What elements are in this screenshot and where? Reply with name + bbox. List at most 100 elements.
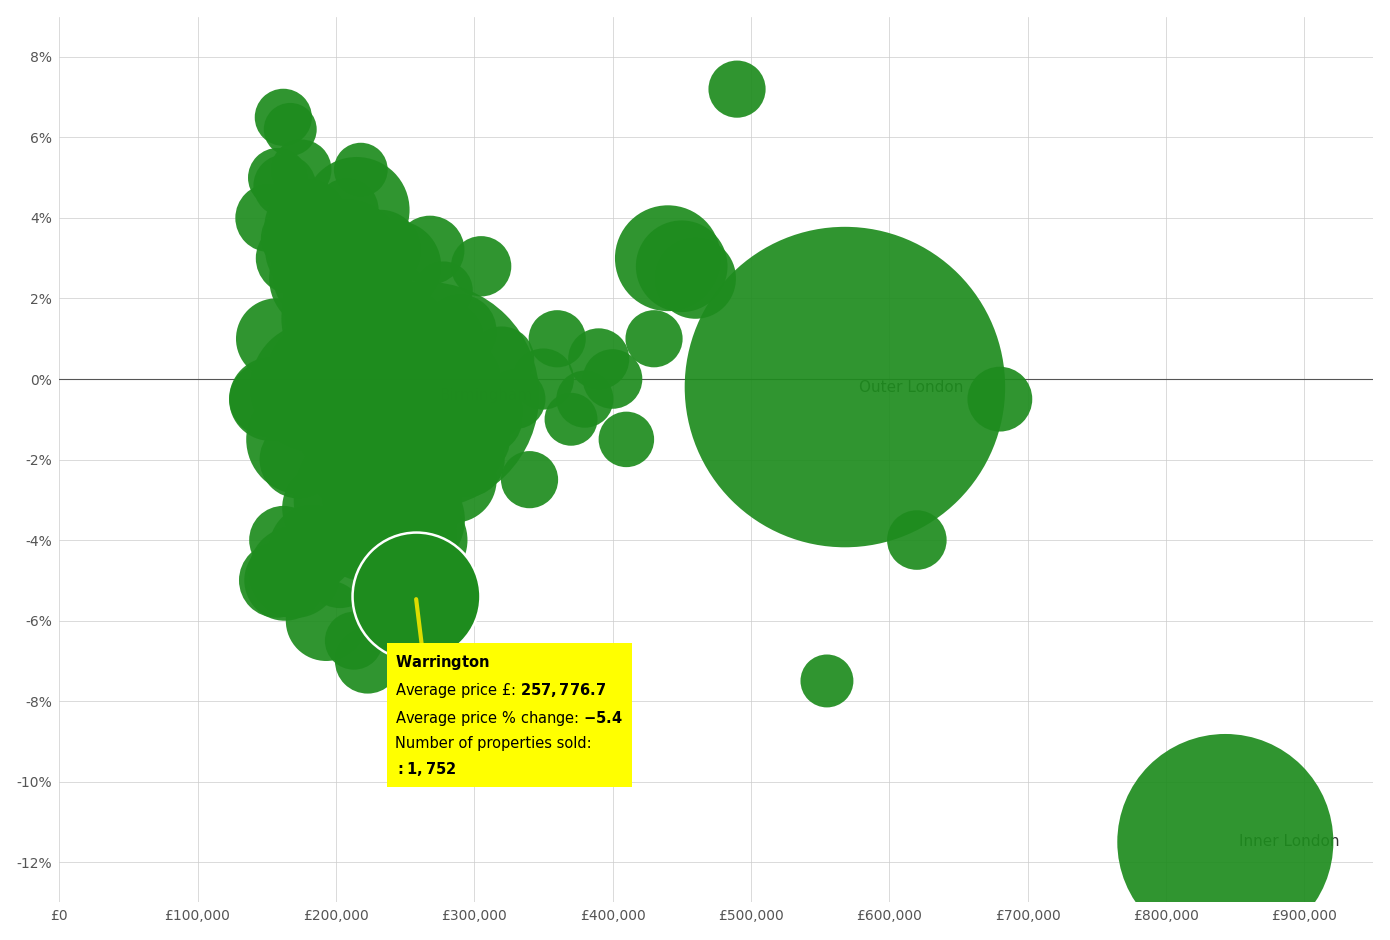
Point (356, 452, 378, 467)
Point (267, 170, 289, 185)
Point (297, 211, 320, 226)
Point (560, 412, 582, 427)
Point (391, 500, 413, 515)
Point (484, 403, 506, 418)
Point (400, 431, 423, 446)
Point (435, 331, 457, 346)
Point (532, 371, 555, 386)
Point (834, 380, 856, 395)
Point (463, 431, 485, 446)
Point (314, 500, 336, 515)
Point (418, 243, 441, 258)
Point (442, 472, 464, 487)
Point (291, 162, 313, 177)
Point (449, 371, 471, 386)
Point (288, 452, 310, 467)
Point (407, 460, 430, 475)
Point (272, 533, 295, 548)
Point (379, 493, 402, 508)
Point (318, 291, 341, 306)
Point (386, 392, 409, 407)
Point (379, 339, 402, 354)
Point (400, 512, 423, 527)
Point (325, 392, 348, 407)
Point (329, 565, 352, 580)
Point (386, 533, 409, 548)
Point (421, 412, 443, 427)
Point (428, 352, 450, 367)
Point (309, 243, 331, 258)
Point (350, 352, 373, 367)
Text: Inner London: Inner London (1240, 835, 1340, 850)
Point (670, 258, 692, 274)
Point (311, 271, 334, 286)
Text: Outer London: Outer London (859, 380, 963, 395)
Point (574, 392, 596, 407)
Point (491, 352, 513, 367)
Point (346, 202, 368, 217)
Point (339, 352, 361, 367)
Point (368, 243, 391, 258)
Point (988, 392, 1011, 407)
Point (304, 271, 327, 286)
Point (265, 572, 288, 588)
Point (477, 412, 499, 427)
Point (272, 110, 295, 125)
Point (616, 431, 638, 446)
Point (414, 387, 436, 402)
Point (726, 82, 748, 97)
Point (1215, 835, 1237, 850)
Point (546, 331, 569, 346)
Point (260, 392, 282, 407)
Point (332, 331, 354, 346)
Point (325, 311, 348, 326)
Point (379, 291, 402, 306)
Point (357, 653, 379, 668)
Text: Birmingham: Birmingham (439, 387, 532, 402)
Point (322, 283, 345, 298)
Point (302, 540, 324, 556)
Point (518, 472, 541, 487)
Point (368, 331, 391, 346)
Point (656, 251, 678, 266)
Point (316, 613, 338, 628)
Point (459, 444, 481, 459)
Point (602, 371, 624, 386)
Point (284, 230, 306, 245)
Point (343, 634, 366, 649)
Point (432, 283, 455, 298)
Point (906, 533, 929, 548)
Point (414, 452, 436, 467)
Point (644, 331, 666, 346)
Point (816, 673, 838, 688)
Point (274, 179, 296, 194)
Point (370, 339, 392, 354)
Point (350, 162, 373, 177)
Point (318, 371, 341, 386)
Point (367, 493, 389, 508)
Point (439, 380, 461, 395)
Point (336, 202, 359, 217)
Point (335, 251, 357, 266)
Point (449, 323, 471, 338)
Point (456, 452, 478, 467)
Point (398, 323, 420, 338)
Point (384, 258, 406, 274)
Point (259, 211, 281, 226)
Point (404, 588, 427, 603)
Point (360, 371, 382, 386)
Point (339, 311, 361, 326)
Point (256, 392, 278, 407)
Point (588, 352, 610, 367)
Point (284, 565, 306, 580)
Point (356, 271, 378, 286)
Point (295, 218, 317, 233)
Point (279, 122, 302, 137)
Point (281, 251, 303, 266)
Point (377, 452, 399, 467)
Point (353, 412, 375, 427)
Point (346, 412, 368, 427)
Point (470, 258, 492, 274)
Point (364, 380, 386, 395)
Point (684, 271, 706, 286)
